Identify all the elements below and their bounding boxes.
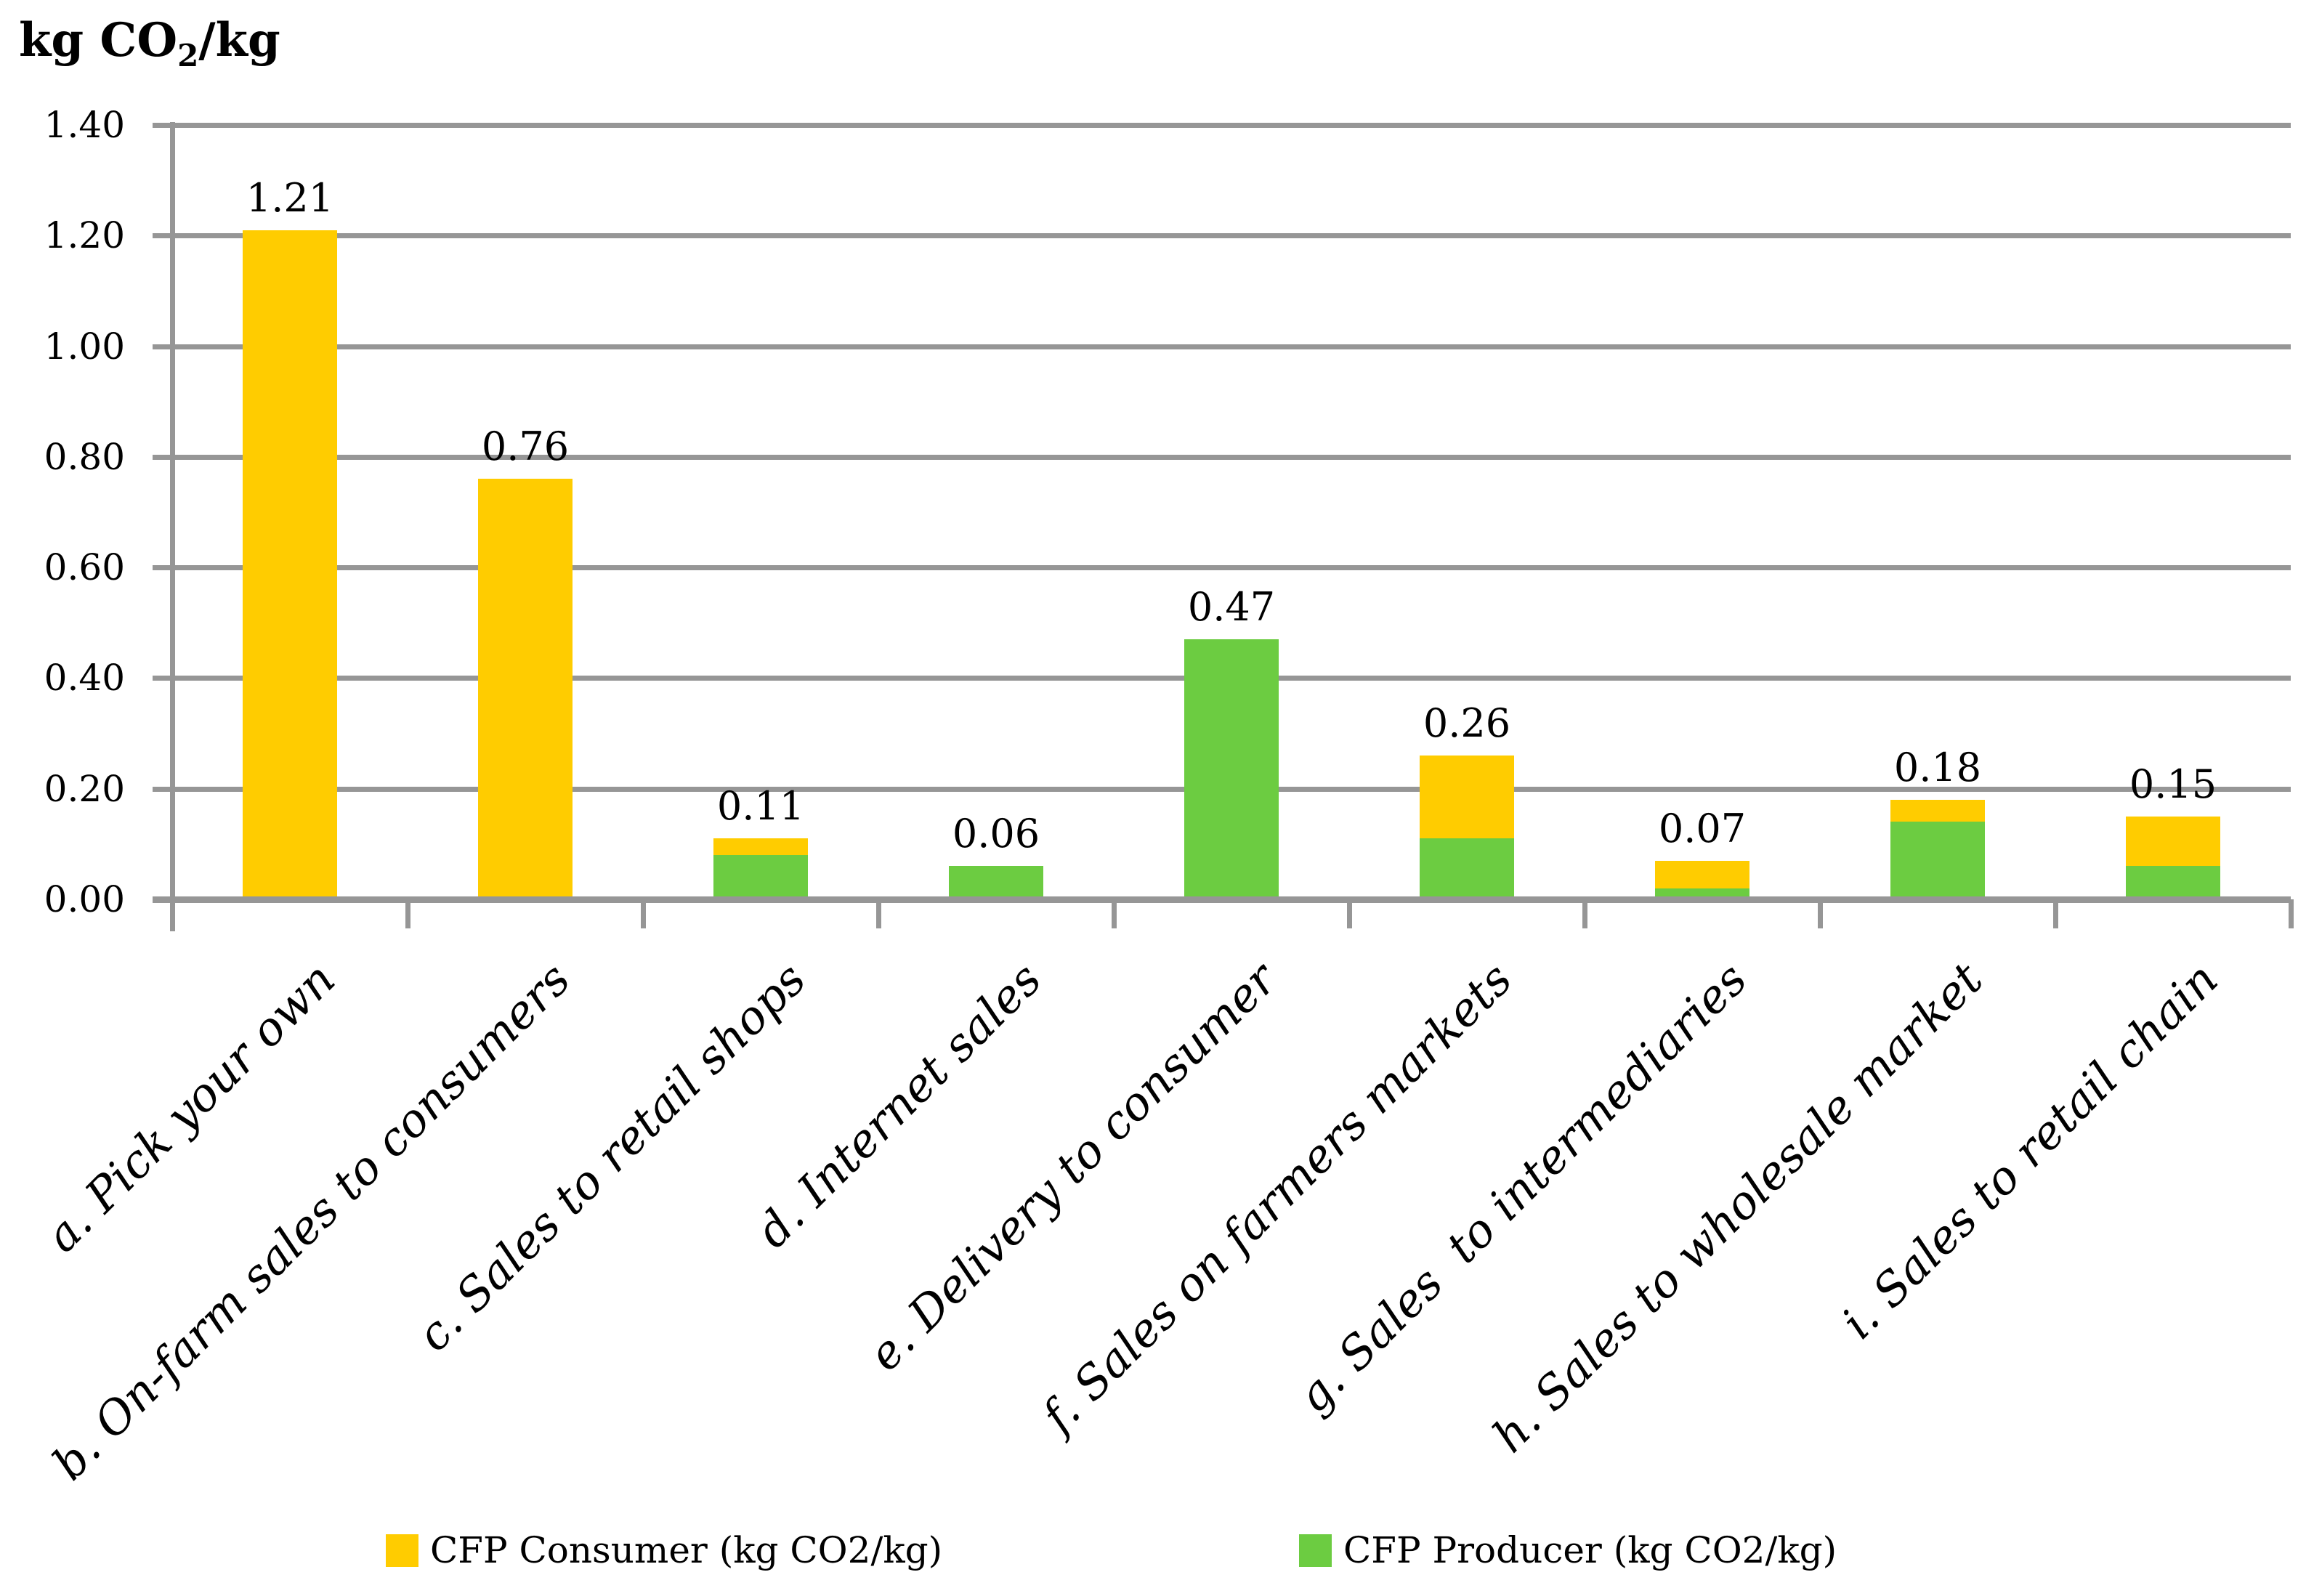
gridline [153, 565, 2291, 571]
y-axis-title-suffix: /kg [198, 13, 280, 68]
x-category-label: i. Sales to retail chain [1832, 952, 2228, 1349]
gridline [153, 233, 2291, 239]
bar-segment [1420, 756, 1514, 839]
x-axis-tick [641, 899, 646, 928]
x-category-label: e. Delivery to consumer [858, 952, 1287, 1382]
legend-label-producer: CFP Producer (kg CO2/kg) [1343, 1529, 1837, 1571]
legend-item-consumer: CFP Consumer (kg CO2/kg) [386, 1528, 942, 1572]
x-category-label: h. Sales to wholesale market [1482, 952, 1993, 1463]
bar-segment [1890, 822, 1985, 899]
bar-segment [2126, 816, 2220, 867]
gridline [153, 344, 2291, 349]
bar-value-label: 0.76 [481, 424, 570, 470]
bar-segment [1890, 799, 1985, 822]
bar-value-label: 0.11 [716, 783, 805, 830]
bar-value-label: 0.26 [1423, 700, 1511, 747]
x-axis-tick [1112, 899, 1117, 928]
bar-segment [713, 838, 808, 856]
legend-swatch-producer-icon [1299, 1534, 1332, 1567]
bar-value-label: 1.21 [246, 174, 334, 221]
bar-segment [713, 855, 808, 899]
x-axis-tick [1347, 899, 1352, 928]
x-category-label: f. Sales on farmers markets [1032, 952, 1522, 1443]
x-category-label: b. On-farm sales to consumers [42, 952, 580, 1491]
y-axis-tick-label: 1.40 [44, 104, 125, 146]
y-axis-tick-label: 0.00 [44, 878, 125, 920]
bar-value-label: 0.07 [1658, 805, 1747, 851]
y-axis-tick-label: 0.80 [44, 435, 125, 478]
x-axis-tick [2289, 899, 2294, 928]
bar-segment [1420, 838, 1514, 899]
bar-segment [2126, 866, 2220, 899]
y-axis-line [170, 122, 175, 931]
gridline [153, 454, 2291, 460]
bar-value-label: 0.47 [1187, 584, 1276, 631]
y-axis-tick-label: 1.20 [44, 214, 125, 257]
bar-value-label: 0.15 [2129, 761, 2217, 807]
y-axis-tick-label: 0.20 [44, 767, 125, 810]
x-axis-line [153, 896, 2291, 903]
y-axis-tick-label: 1.00 [44, 325, 125, 368]
y-axis-tick-label: 0.40 [44, 657, 125, 700]
bar-value-label: 0.06 [952, 811, 1040, 857]
bar-segment [243, 230, 337, 899]
gridline [153, 123, 2291, 128]
y-axis-tick-label: 0.60 [44, 546, 125, 589]
bar-segment [478, 479, 573, 899]
legend-swatch-consumer-icon [386, 1534, 418, 1567]
bar-value-label: 0.18 [1893, 744, 1982, 790]
x-category-label: g. Sales to intermediaries [1287, 952, 1757, 1423]
bar-segment [1184, 639, 1279, 899]
x-axis-tick [876, 899, 881, 928]
x-axis-tick [2053, 899, 2058, 928]
bar-segment [949, 866, 1043, 899]
x-axis-tick [1818, 899, 1823, 928]
x-axis-tick [405, 899, 410, 928]
x-category-label: c. Sales to retail shops [406, 952, 816, 1362]
legend-label-consumer: CFP Consumer (kg CO2/kg) [430, 1529, 943, 1571]
y-axis-title: kg CO2/kg [19, 13, 280, 73]
x-axis-tick [1582, 899, 1587, 928]
y-axis-title-prefix: kg CO [19, 13, 178, 68]
bar-segment [1655, 860, 1749, 888]
y-axis-title-subscript: 2 [177, 38, 199, 73]
legend-item-producer: CFP Producer (kg CO2/kg) [1299, 1528, 1837, 1572]
